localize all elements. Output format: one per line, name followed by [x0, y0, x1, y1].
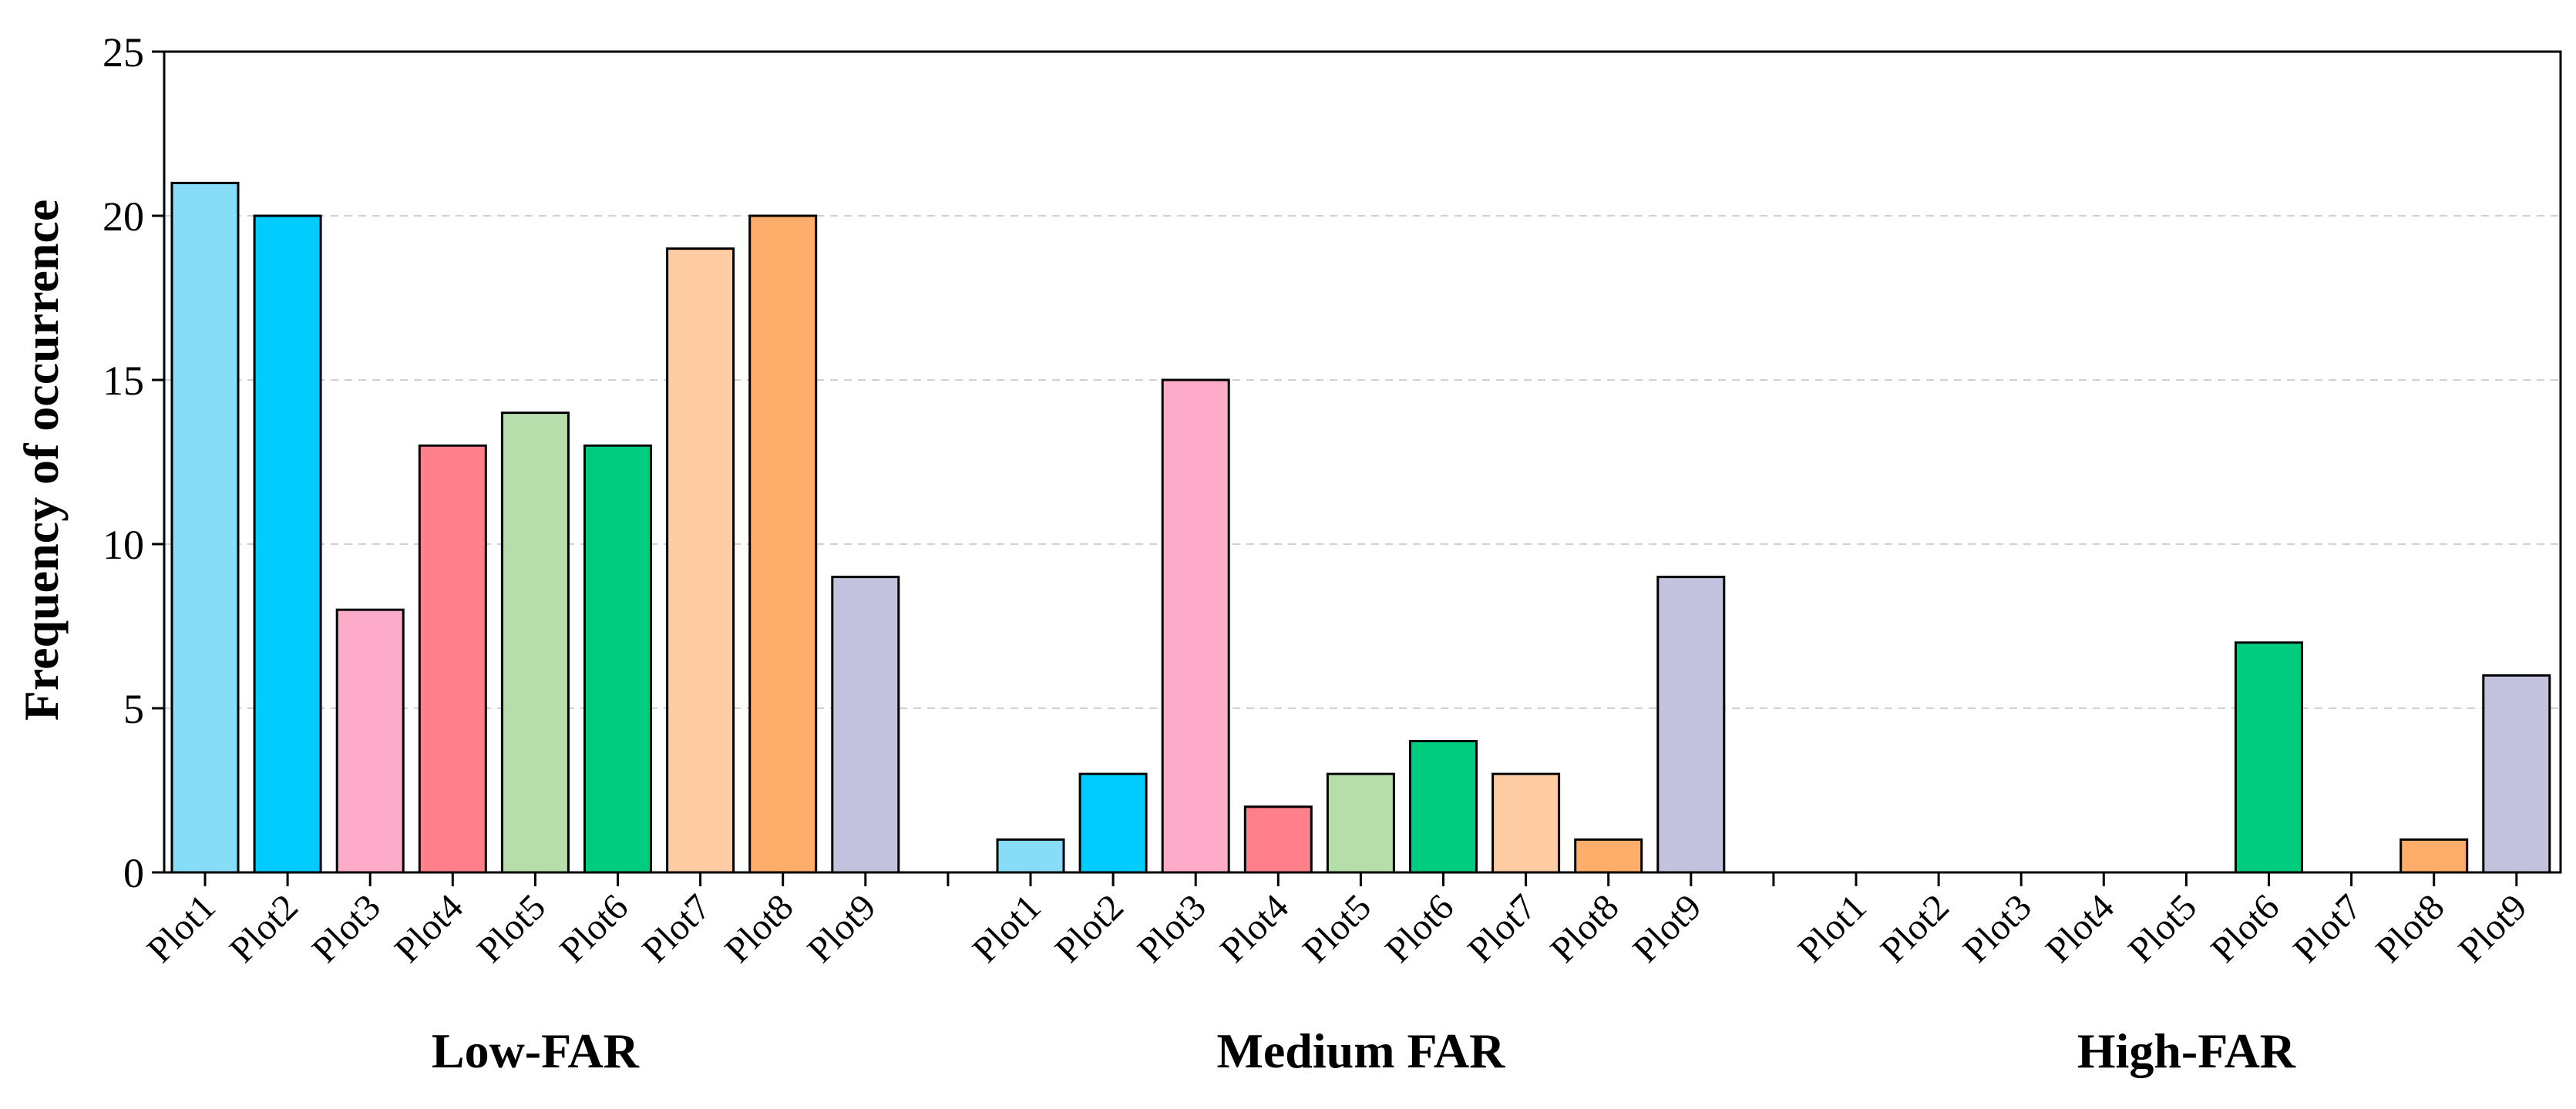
bar-low-far-plot3: [335, 608, 405, 874]
bar-medium-far-plot6: [1409, 740, 1478, 874]
x-tick-label: Plot6: [552, 886, 636, 970]
bar-low-far-plot7: [666, 247, 735, 874]
bar-medium-far-plot4: [1243, 805, 1313, 874]
x-tick-label: Plot5: [2120, 886, 2204, 970]
bar-medium-far-plot9: [1656, 576, 1726, 874]
plot-frame: [163, 50, 2562, 874]
bar-medium-far-plot2: [1078, 772, 1148, 874]
x-tick-label: Plot3: [1130, 886, 1214, 970]
y-tick-label: 5: [123, 686, 144, 732]
x-tick-label: Plot2: [1873, 886, 1957, 970]
bars: [170, 181, 2551, 874]
x-tick-label: Plot4: [1212, 886, 1296, 970]
bar-low-far-plot8: [748, 214, 818, 874]
x-tick-label: Plot9: [1625, 886, 1709, 970]
x-tick-label: Plot6: [1377, 886, 1461, 970]
bar-low-far-plot1: [170, 181, 240, 874]
x-axis-ticks: Plot1Plot2Plot3Plot4Plot5Plot6Plot7Plot8…: [140, 872, 2535, 970]
x-tick-label: Plot1: [140, 886, 224, 970]
x-tick-label: Plot3: [304, 886, 388, 970]
bar-high-far-plot9: [2482, 674, 2551, 874]
bar-low-far-plot4: [418, 444, 487, 874]
y-tick-label: 15: [103, 358, 144, 404]
bar-medium-far-plot5: [1326, 772, 1395, 874]
x-tick-label: Plot7: [1460, 886, 1544, 970]
group-label: Low-FAR: [432, 1023, 640, 1078]
bar-high-far-plot8: [2399, 838, 2469, 874]
x-tick-label: Plot2: [1048, 886, 1132, 970]
x-tick-label: Plot7: [2285, 886, 2369, 970]
x-tick-label: Plot9: [799, 886, 883, 970]
x-tick-label: Plot7: [634, 886, 718, 970]
bar-medium-far-plot3: [1161, 378, 1230, 874]
x-tick-label: Plot8: [1542, 886, 1626, 970]
bar-low-far-plot6: [583, 444, 652, 874]
group-labels: Low-FAR Medium FAR High-FAR: [432, 1023, 2296, 1078]
x-tick-label: Plot4: [2038, 886, 2122, 970]
bar-low-far-plot9: [831, 576, 900, 874]
y-tick-label: 25: [103, 29, 144, 76]
x-tick-label: Plot4: [387, 886, 471, 970]
bar-low-far-plot5: [500, 412, 570, 874]
group-label: High-FAR: [2077, 1023, 2296, 1078]
grid-lines: [164, 215, 2561, 709]
x-tick-label: Plot6: [2203, 886, 2287, 970]
y-tick-label: 10: [103, 522, 144, 568]
bar-low-far-plot2: [253, 214, 322, 874]
x-tick-label: Plot1: [965, 886, 1049, 970]
bar-medium-far-plot1: [996, 838, 1065, 874]
y-tick-label: 0: [123, 850, 144, 896]
x-tick-label: Plot2: [222, 886, 306, 970]
bar-medium-far-plot7: [1491, 772, 1561, 874]
x-tick-label: Plot9: [2450, 886, 2534, 970]
bar-medium-far-plot8: [1574, 838, 1643, 874]
x-tick-label: Plot8: [717, 886, 801, 970]
x-tick-label: Plot1: [1791, 886, 1875, 970]
group-label: Medium FAR: [1216, 1023, 1505, 1078]
y-tick-label: 20: [103, 193, 144, 240]
x-tick-label: Plot5: [469, 886, 553, 970]
x-tick-label: Plot8: [2368, 886, 2452, 970]
x-tick-label: Plot5: [1295, 886, 1379, 970]
y-axis-title: Frequency of occurrence: [14, 200, 69, 721]
bar-high-far-plot6: [2235, 641, 2303, 874]
y-axis-ticks: 0 5 10 15 20 25: [103, 29, 164, 896]
x-tick-label: Plot3: [1956, 886, 2040, 970]
